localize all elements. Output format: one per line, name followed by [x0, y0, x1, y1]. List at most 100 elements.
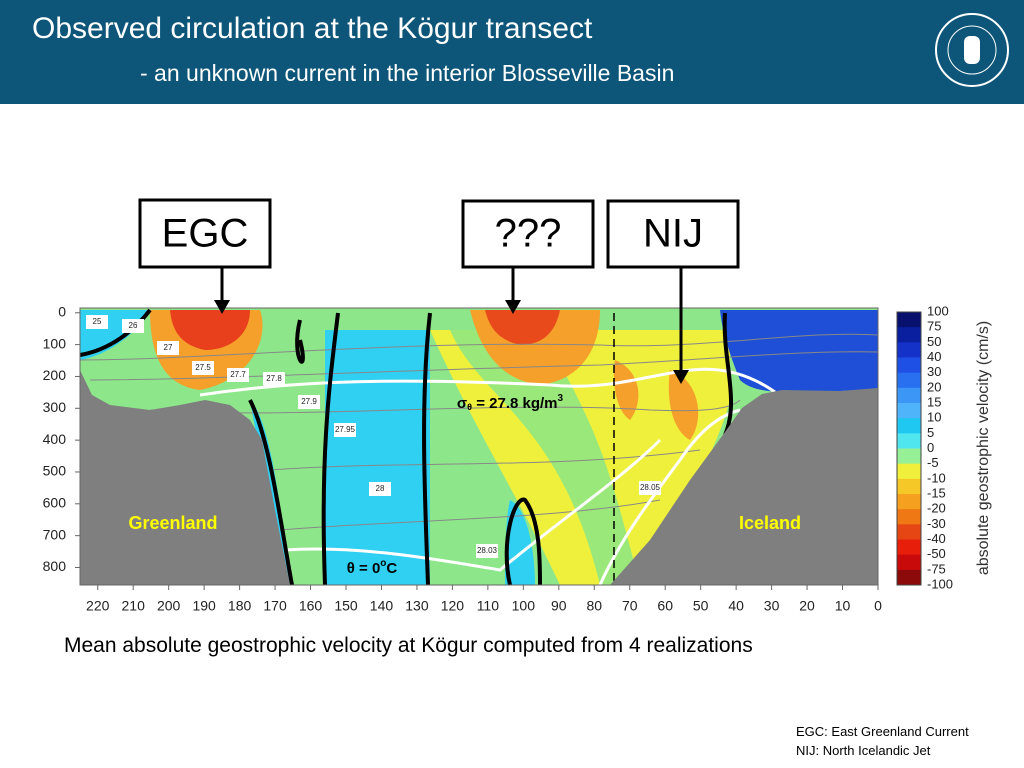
x-tick-label: 160	[299, 598, 323, 614]
topography	[80, 370, 290, 585]
x-tick-label: 0	[874, 598, 882, 614]
x-tick-label: 150	[334, 598, 358, 614]
colorbar-tick-label: -10	[927, 470, 946, 485]
annotation-part: θ = 0	[347, 560, 381, 577]
y-tick-label: 700	[43, 526, 67, 542]
colorbar-swatch	[897, 539, 921, 556]
colorbar-swatch	[897, 509, 921, 525]
contour-label: 27.9	[301, 397, 317, 406]
callout: NIJ	[643, 212, 703, 256]
logo	[935, 13, 1009, 87]
colorbar-swatch	[897, 554, 921, 571]
x-tick-label: 140	[370, 598, 394, 614]
caption: Mean absolute geostrophic velocity at Kö…	[64, 634, 753, 657]
colorbar-tick-label: -20	[927, 501, 946, 516]
x-tick-label: 60	[657, 598, 673, 614]
x-tick-label: 170	[263, 598, 287, 614]
x-tick-label: 220	[86, 598, 110, 614]
field	[325, 330, 430, 585]
isopycnal	[199, 367, 776, 586]
contour-label-box	[263, 372, 285, 386]
colorbar-swatch	[897, 387, 921, 404]
plot-frame	[79, 307, 879, 586]
colorbar-swatch	[897, 463, 921, 480]
annotation-part: 3	[558, 393, 564, 404]
y-tick-label: 800	[43, 558, 67, 574]
x-tick-label: 30	[764, 598, 780, 614]
title: Observed circulation at the Kögur transe…	[32, 12, 593, 45]
contour-label: 27.8	[266, 374, 282, 383]
footnote: NIJ: North Icelandic Jet	[796, 743, 931, 758]
contour-label-box	[157, 341, 179, 355]
contour-label-box	[369, 482, 391, 496]
colorbar-tick-label: 15	[927, 394, 941, 409]
contour-label-box	[192, 361, 214, 375]
contour-label: 26	[129, 321, 138, 330]
field	[170, 310, 250, 350]
colorbar-tick-label: 20	[927, 379, 941, 394]
annotation: θ = 0oC	[347, 558, 398, 577]
callout: EGC	[162, 212, 249, 256]
contour-label: 27.5	[195, 363, 211, 372]
contour-label: 27.95	[335, 425, 356, 434]
footnote: EGC: East Greenland Current	[796, 724, 969, 739]
colorbar-tick-label: 10	[927, 410, 941, 425]
field	[720, 310, 878, 393]
x-tick-label: 200	[157, 598, 181, 614]
contour-label-box	[298, 395, 320, 409]
annotation-part: = 27.8 kg/m	[472, 395, 557, 412]
x-tick-label: 50	[693, 598, 709, 614]
contour-label: 25	[93, 317, 102, 326]
x-tick-label: 190	[192, 598, 216, 614]
colorbar-tick-label: 50	[927, 334, 941, 349]
contour-label: 28.03	[477, 546, 498, 555]
colorbar-swatch	[897, 327, 921, 343]
x-tick-label: 120	[441, 598, 465, 614]
colorbar-tick-label: -100	[927, 576, 953, 591]
x-tick-label: 100	[512, 598, 536, 614]
colorbar-swatch	[897, 448, 921, 465]
contour-label: 28	[376, 484, 385, 493]
y-tick-label: 0	[58, 303, 66, 319]
contour-label-box	[122, 319, 144, 333]
colorbar-tick-label: -15	[927, 485, 946, 500]
annotation-part: θ	[467, 402, 472, 412]
y-tick-label: 100	[43, 335, 67, 351]
y-tick-label: 600	[43, 495, 67, 511]
x-tick-label: 110	[477, 598, 500, 614]
contour-label: 27	[164, 343, 173, 352]
contour-label: 28.05	[640, 483, 661, 492]
arrow-head	[214, 300, 230, 314]
contour-label-box	[334, 423, 356, 437]
colorbar-tick-label: -75	[927, 561, 946, 576]
callout-box	[461, 199, 595, 269]
contour-label-box	[476, 544, 498, 558]
field	[613, 360, 639, 420]
colorbar-tick-label: -50	[927, 546, 946, 561]
contours	[79, 333, 879, 531]
annotation: σθ = 27.8 kg/m3	[457, 393, 564, 413]
y-tick-label: 400	[43, 431, 67, 447]
field	[668, 370, 699, 440]
y-tick-label: 500	[43, 463, 67, 479]
colorbar-swatch	[897, 418, 921, 434]
topography	[610, 388, 878, 585]
x-tick-label: 80	[586, 598, 602, 614]
colorbar-swatch	[897, 478, 921, 495]
x-tick-label: 10	[835, 598, 851, 614]
field	[450, 330, 640, 585]
contour-label-box	[639, 481, 661, 495]
y-tick-label: 300	[43, 399, 67, 415]
contour-label-box	[86, 315, 108, 329]
arrow-head	[673, 370, 689, 384]
colorbar-tick-label: 75	[927, 319, 941, 334]
x-tick-label: 210	[122, 598, 146, 614]
colorbar-swatch	[897, 342, 921, 358]
callout-box	[606, 199, 740, 269]
field	[485, 310, 560, 345]
y-tick-label: 200	[43, 367, 67, 383]
colorbar-frame	[896, 311, 922, 586]
header: Observed circulation at the Kögur transe…	[0, 0, 1024, 104]
contour-label: 27.7	[230, 370, 246, 379]
